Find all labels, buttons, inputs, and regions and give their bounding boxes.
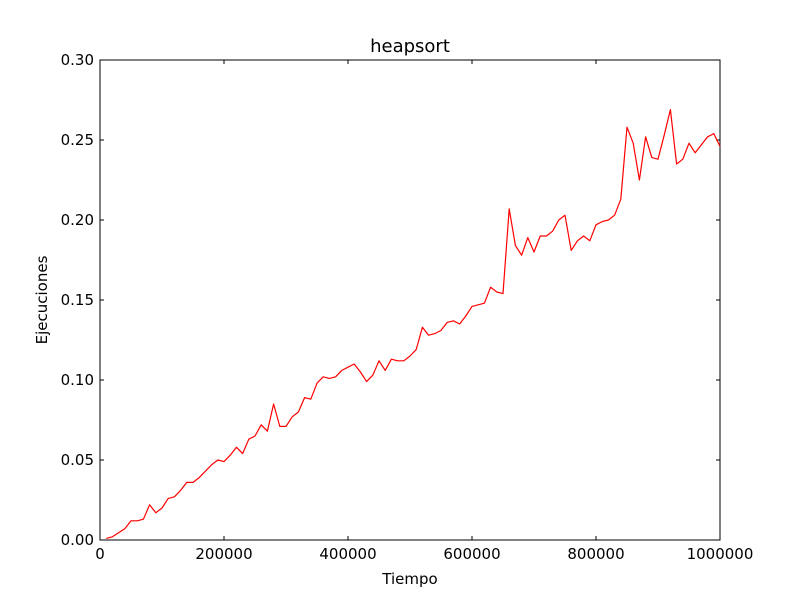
x-tick-label: 1000000 [687, 545, 754, 563]
x-tick-label: 600000 [443, 545, 500, 563]
y-tick-label: 0.10 [61, 371, 94, 389]
y-tick-label: 0.25 [61, 131, 94, 149]
x-tick-label: 400000 [319, 545, 376, 563]
y-tick-label: 0.15 [61, 291, 94, 309]
x-tick-label: 0 [95, 545, 105, 563]
y-tick-label: 0.20 [61, 211, 94, 229]
chart-title: heapsort [370, 36, 450, 57]
x-tick-label: 800000 [567, 545, 624, 563]
y-ticks: 0.00 0.05 0.10 0.15 0.20 0.25 0.30 [61, 51, 720, 549]
x-ticks: 0 200000 400000 600000 800000 1000000 [95, 60, 753, 563]
y-tick-label: 0.05 [61, 451, 94, 469]
x-axis-label: Tiempo [381, 570, 437, 588]
series-line [106, 108, 721, 539]
y-axis-label: Ejecuciones [33, 255, 51, 344]
series-layer [106, 108, 721, 539]
y-tick-label: 0.00 [61, 531, 94, 549]
y-tick-label: 0.30 [61, 51, 94, 69]
x-tick-label: 200000 [195, 545, 252, 563]
